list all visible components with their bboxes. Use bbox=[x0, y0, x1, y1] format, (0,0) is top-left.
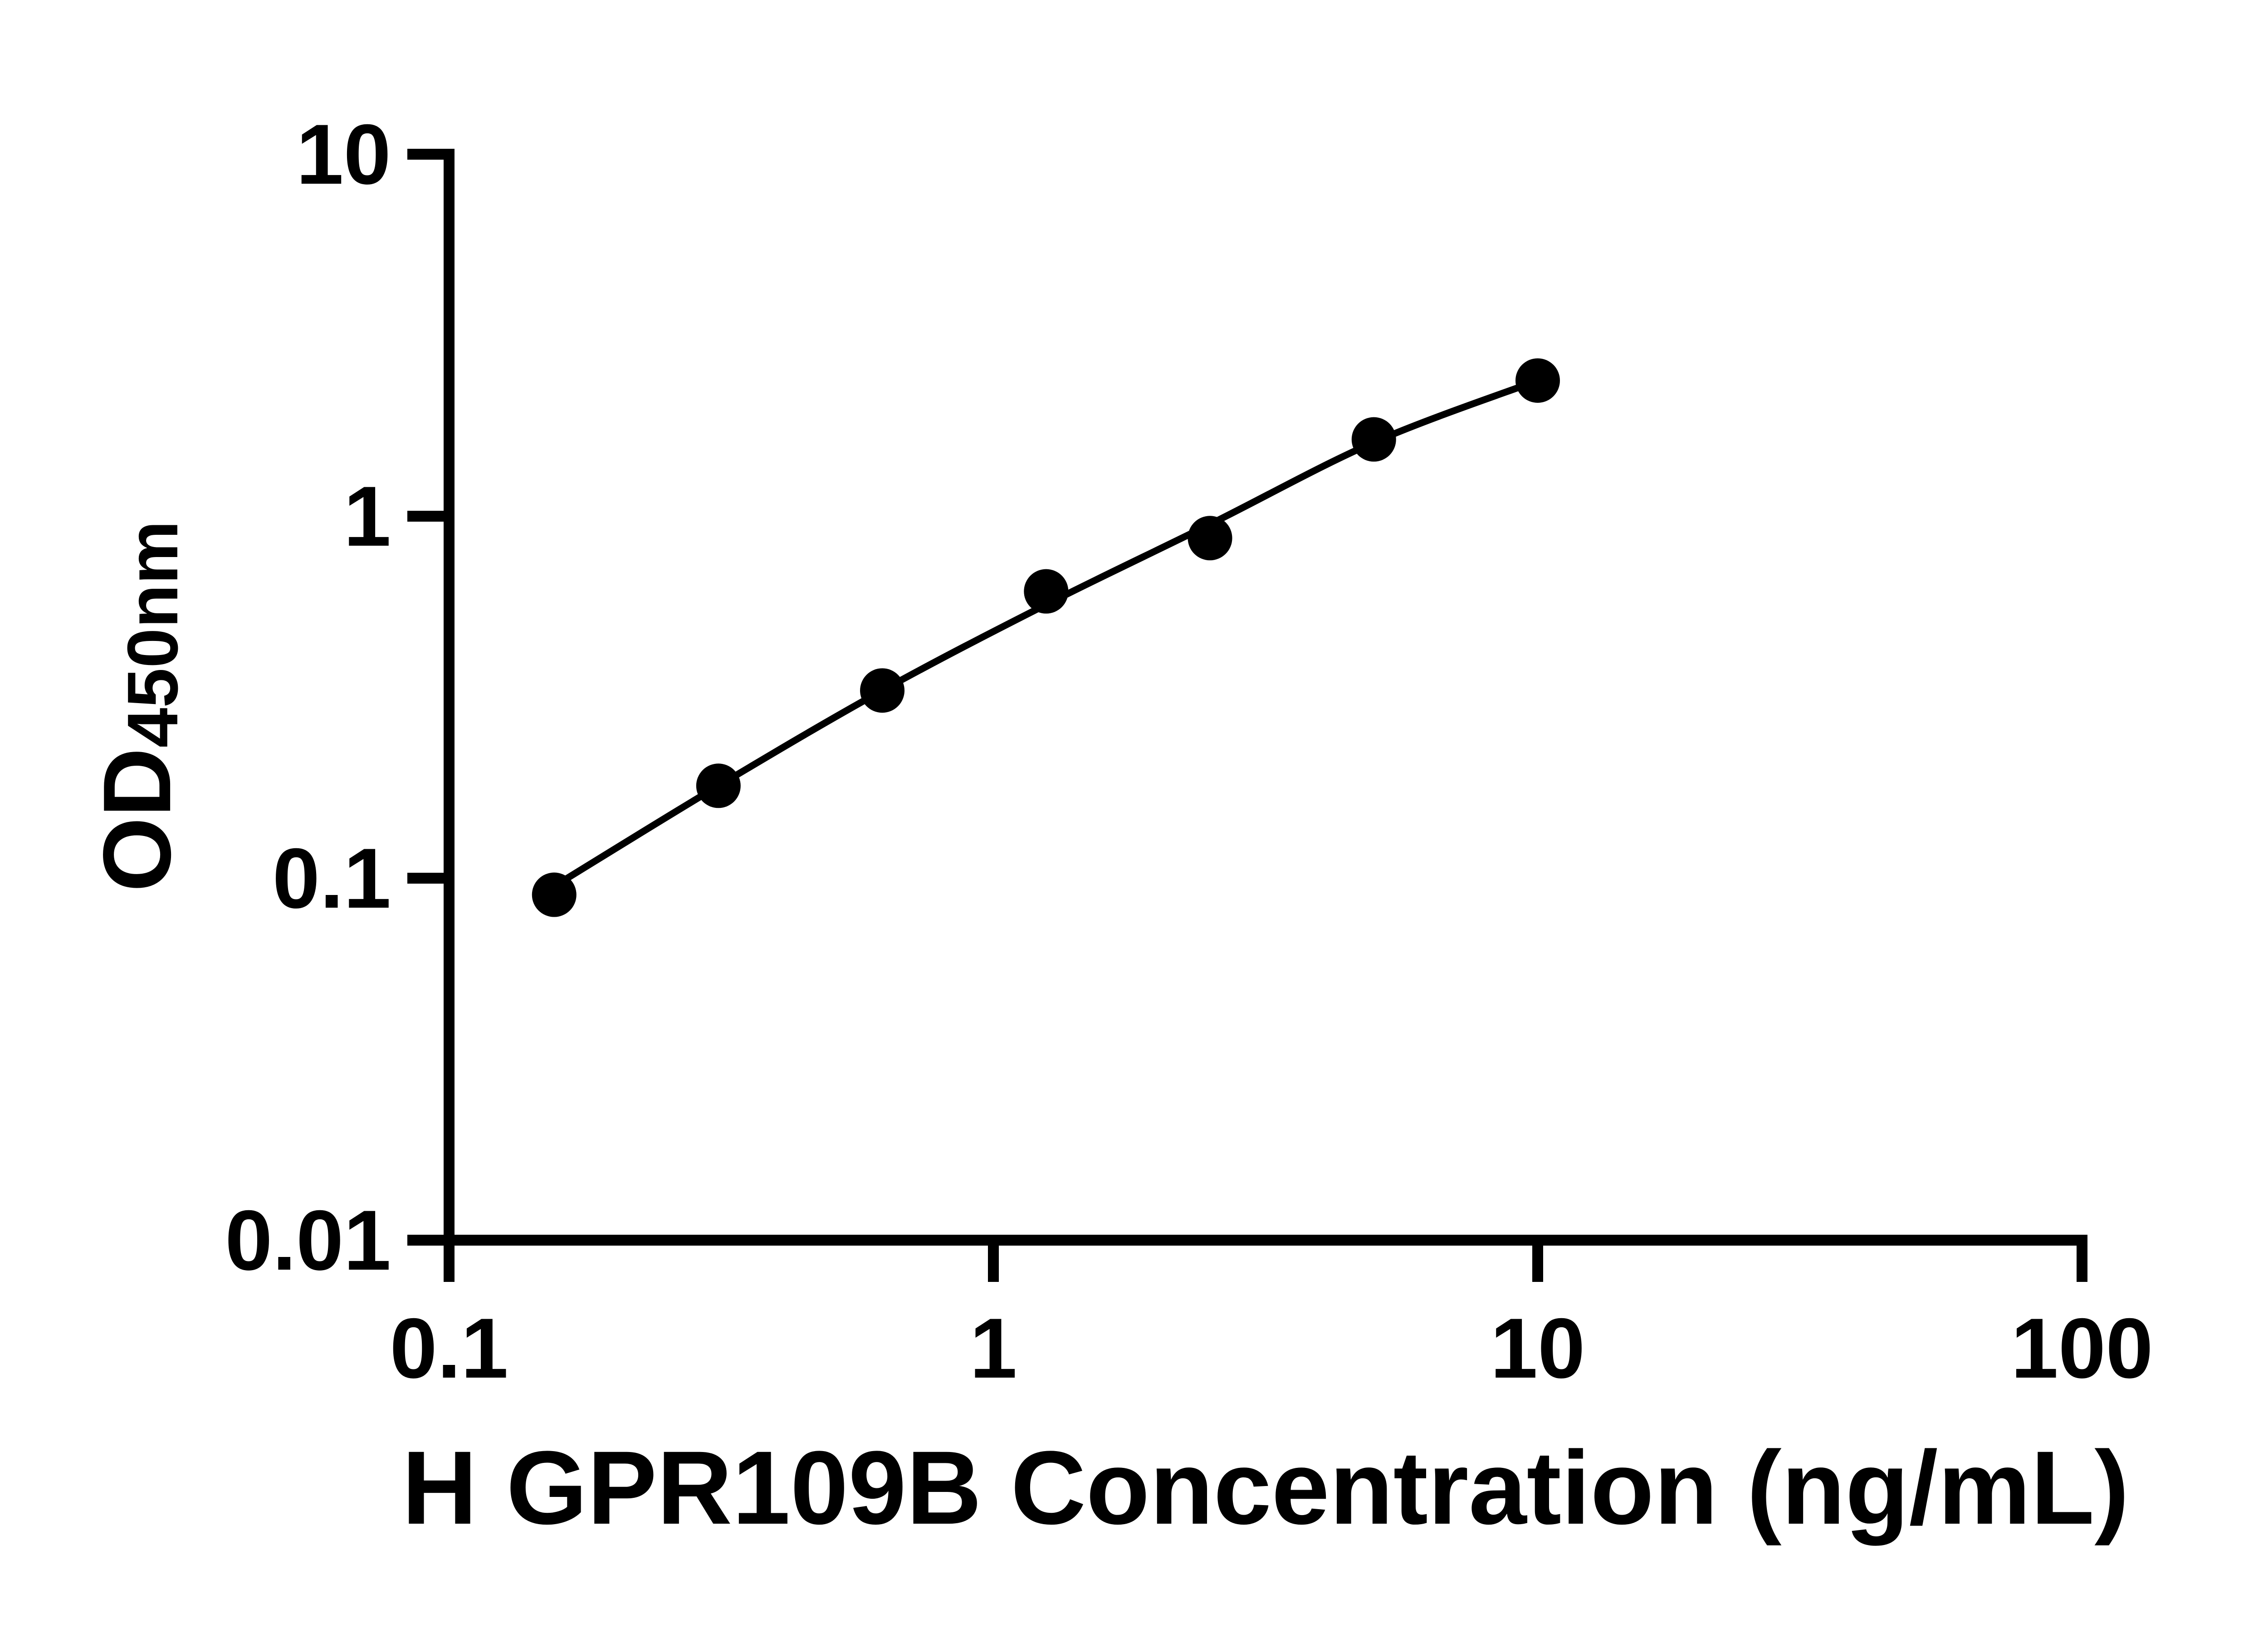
data-point-7 bbox=[1515, 358, 1560, 403]
data-point-3 bbox=[860, 668, 905, 713]
y-axis-title-main: OD bbox=[83, 748, 191, 892]
data-point-6 bbox=[1351, 417, 1396, 462]
x-tick-label-10: 10 bbox=[1490, 1301, 1585, 1396]
x-tick-label-1: 1 bbox=[969, 1301, 1017, 1396]
y-tick-label-0.01: 0.01 bbox=[225, 1193, 391, 1288]
data-point-2 bbox=[696, 763, 741, 808]
x-axis-title: H GPR109B Concentration (ng/mL) bbox=[401, 1429, 2130, 1546]
x-tick-label-100: 100 bbox=[2011, 1301, 2153, 1396]
y-tick-label-0.1: 0.1 bbox=[272, 831, 391, 926]
data-point-5 bbox=[1188, 516, 1232, 561]
data-point-4 bbox=[1024, 569, 1069, 614]
y-axis-title-subscript: 450nm bbox=[112, 520, 193, 748]
data-point-1 bbox=[532, 872, 577, 917]
x-tick-label-0.1: 0.1 bbox=[390, 1301, 508, 1396]
y-tick-label-10: 10 bbox=[296, 107, 391, 202]
y-axis-title: OD450nm bbox=[83, 521, 193, 892]
y-tick-label-1: 1 bbox=[343, 469, 391, 564]
fit-curve-line bbox=[552, 377, 1539, 890]
